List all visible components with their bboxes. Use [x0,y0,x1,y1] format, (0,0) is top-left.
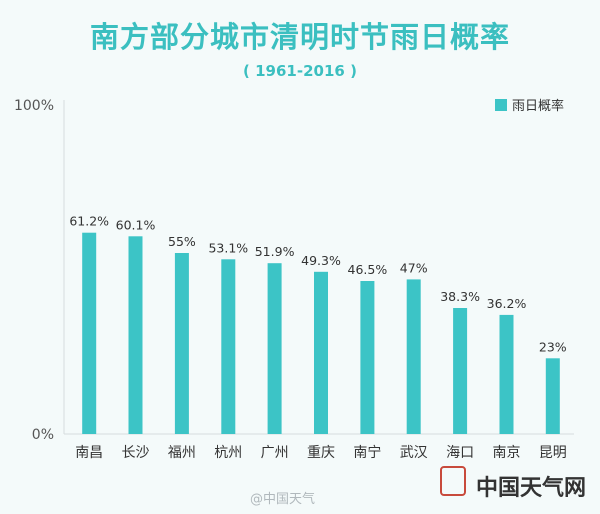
y-tick-label-bottom: 0% [32,427,54,443]
y-tick-label-top: 100% [14,98,54,114]
x-tick-label-6: 南宁 [353,444,381,461]
logo-seal [440,466,466,496]
data-label-6: 46.5% [348,262,388,277]
data-label-3: 53.1% [208,240,248,255]
x-tick-label-5: 重庆 [307,445,335,461]
bar-5 [314,271,328,434]
x-tick-label-1: 长沙 [122,445,150,461]
x-tick-label-7: 武汉 [400,445,428,461]
data-label-10: 23% [539,339,567,354]
data-label-7: 47% [400,260,428,275]
x-tick-label-4: 广州 [261,445,289,461]
weibo-watermark: @中国天气 [250,492,316,507]
data-label-9: 36.2% [487,296,527,311]
bar-9 [499,314,514,434]
bar-7 [406,279,421,434]
x-tick-label-0: 南昌 [75,445,103,461]
x-tick-label-8: 海口 [446,445,474,461]
legend-label: 雨日概率 [512,98,564,114]
logo-text: 中国天气网 [476,475,587,501]
data-label-5: 49.3% [301,253,341,268]
data-label-2: 55% [168,234,196,249]
x-tick-label-10: 昆明 [539,445,567,461]
x-tick-label-9: 南京 [493,445,521,461]
bar-3 [221,259,236,434]
legend: 雨日概率 [495,98,564,114]
bars-group: 61.2% 南昌 60.1% 长沙 55% 福州 53.1% 杭州 51.9% 广州 49.3% 重庆… [69,214,566,461]
bar-2 [174,253,189,434]
bar-1 [128,236,143,434]
bar-0 [82,232,97,434]
x-tick-label-3: 杭州 [214,445,242,461]
data-label-1: 60.1% [116,217,156,232]
data-label-0: 61.2% [69,214,109,229]
bar-10 [545,358,560,434]
bar-4 [267,263,282,434]
data-label-8: 38.3% [440,289,480,304]
legend-swatch [495,99,507,111]
bar-6 [360,281,375,434]
bar-8 [453,308,468,434]
chart-subtitle: ( 1961-2016 ) [243,62,357,80]
data-label-4: 51.9% [255,244,295,259]
x-tick-label-2: 福州 [168,445,196,461]
chart-title: 南方部分城市清明时节雨日概率 [89,20,510,54]
